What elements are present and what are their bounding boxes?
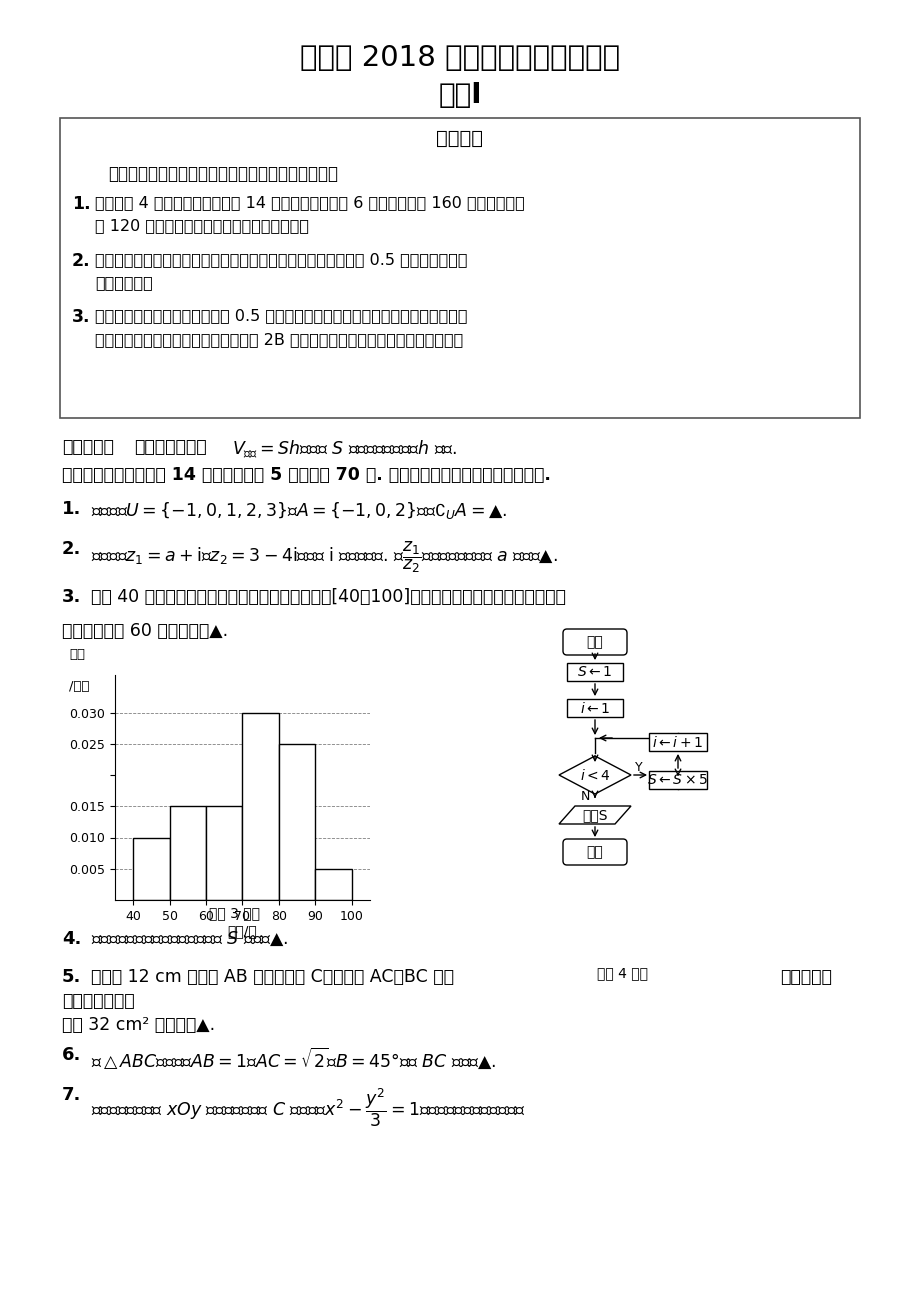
Text: 考生在答题前请认真阅读本注意事项及各题答题要求: 考生在答题前请认真阅读本注意事项及各题答题要求	[108, 165, 337, 184]
Text: 一、填空题：本大题共 14 小题，每小题 5 分，共计 70 分. 请把答案填写在答题卡相应位置上.: 一、填空题：本大题共 14 小题，每小题 5 分，共计 70 分. 请把答案填写…	[62, 466, 550, 484]
Text: 如图是一个算法流程图，则输出的 $S$ 的值为▲.: 如图是一个算法流程图，则输出的 $S$ 的值为▲.	[80, 930, 289, 948]
FancyBboxPatch shape	[566, 663, 622, 681]
Text: Y: Y	[634, 760, 642, 773]
Text: （第 3 题）: （第 3 题）	[210, 906, 260, 921]
Text: 4.: 4.	[62, 930, 81, 948]
FancyBboxPatch shape	[648, 733, 706, 751]
Bar	[133, 837, 169, 900]
Bar	[243, 712, 278, 900]
Text: 输出S: 输出S	[582, 809, 607, 822]
Text: 置作答一律无效。如有作图需要，可用 2B 铅笔作答，并请加黑、加粗，描写清楚。: 置作答一律无效。如有作图需要，可用 2B 铅笔作答，并请加黑、加粗，描写清楚。	[95, 332, 463, 348]
Text: 5.: 5.	[62, 967, 81, 986]
Text: 某班 40 名学生参加普法知识竞赛，成绩都在区间[40，100]上，其频率分布直方图如图所示，: 某班 40 名学生参加普法知识竞赛，成绩都在区间[40，100]上，其频率分布直…	[80, 589, 565, 605]
Text: $i\leftarrow i+1$: $i\leftarrow i+1$	[652, 734, 703, 750]
Text: 3.: 3.	[62, 589, 81, 605]
Text: 边作矩形，: 边作矩形，	[779, 967, 831, 986]
Text: 在平面直角坐标系 $xOy$ 中，已知双曲线 $C$ 与双曲线$x^2-\dfrac{y^2}{3}=1$有公共的渐近线，且经过点: 在平面直角坐标系 $xOy$ 中，已知双曲线 $C$ 与双曲线$x^2-\dfr…	[80, 1086, 526, 1129]
Text: 1.: 1.	[62, 500, 81, 518]
Text: （第 4 题）: （第 4 题）	[596, 966, 648, 980]
Text: $S\leftarrow 1$: $S\leftarrow 1$	[576, 665, 612, 680]
FancyBboxPatch shape	[566, 699, 622, 717]
Text: 已知复数$z_1=a+\mathrm{i}$，$z_2=3-4\mathrm{i}$，其中 i 为虚数单位. 若$\dfrac{z_1}{z_2}$为纯虚数，则: 已知复数$z_1=a+\mathrm{i}$，$z_2=3-4\mathrm{i…	[80, 540, 557, 575]
FancyBboxPatch shape	[562, 629, 627, 655]
Text: 2.: 2.	[62, 540, 81, 559]
Bar	[315, 868, 351, 900]
Text: 在$\triangle ABC$中，已知$AB=1$，$AC=\sqrt{2}$，$B=45°$，则 $BC$ 的长为▲.: 在$\triangle ABC$中，已知$AB=1$，$AC=\sqrt{2}$…	[80, 1046, 496, 1072]
Text: $S\leftarrow S\times 5$: $S\leftarrow S\times 5$	[647, 773, 708, 786]
Text: 注意事项: 注意事项	[436, 129, 483, 147]
Bar	[169, 806, 206, 900]
X-axis label: 成绩/分: 成绩/分	[227, 924, 257, 939]
Text: 在答题卡上。: 在答题卡上。	[95, 275, 153, 290]
Text: 数学I: 数学I	[437, 81, 482, 109]
Text: 则该矩形的面积: 则该矩形的面积	[62, 992, 134, 1010]
Text: 结束: 结束	[586, 845, 603, 859]
Text: 在长为 12 cm 的线段 AB 上任取一点 C，以线段 AC、BC 为邻: 在长为 12 cm 的线段 AB 上任取一点 C，以线段 AC、BC 为邻	[80, 967, 453, 986]
Text: 柱体的体积公式: 柱体的体积公式	[134, 437, 207, 456]
Text: 南通市 2018 届高三第二次调研测试: 南通市 2018 届高三第二次调研测试	[300, 44, 619, 72]
Text: 作答试题必须用书写黑色字迹的 0.5 毫米签字笔写在答题卡上的指定位置，在其它位: 作答试题必须用书写黑色字迹的 0.5 毫米签字笔写在答题卡上的指定位置，在其它位	[95, 309, 467, 323]
Text: $i<4$: $i<4$	[579, 767, 610, 783]
Text: $V_{柱体}=Sh$，其中 $S$ 为柱体的底面积，$h$ 为高.: $V_{柱体}=Sh$，其中 $S$ 为柱体的底面积，$h$ 为高.	[232, 437, 457, 460]
Text: 频率: 频率	[69, 648, 85, 661]
Bar	[278, 743, 315, 900]
Text: /组距: /组距	[69, 680, 89, 693]
Text: 7.: 7.	[62, 1086, 81, 1104]
FancyBboxPatch shape	[562, 838, 627, 865]
Text: N: N	[580, 790, 589, 803]
Text: 为 120 分钟。考试结束后，请将答题卡交回。: 为 120 分钟。考试结束后，请将答题卡交回。	[95, 217, 309, 233]
Text: 答题前，请您务必将自己的姓名、考试证号等用书写黑色字迹的 0.5 毫米签字笔填写: 答题前，请您务必将自己的姓名、考试证号等用书写黑色字迹的 0.5 毫米签字笔填写	[95, 253, 467, 267]
Text: 2.: 2.	[72, 253, 91, 270]
Text: 1.: 1.	[72, 195, 91, 214]
Polygon shape	[559, 806, 630, 824]
Text: 参考公式：: 参考公式：	[62, 437, 114, 456]
Bar	[206, 806, 243, 900]
FancyBboxPatch shape	[648, 771, 706, 789]
Text: 已知集合$U=\{-1,0,1,2,3\}$，$A=\{-1,0,2\}$，则$\complement_U A=$▲.: 已知集合$U=\{-1,0,1,2,3\}$，$A=\{-1,0,2\}$，则$…	[80, 500, 506, 521]
Text: 大于 32 cm² 的概率为▲.: 大于 32 cm² 的概率为▲.	[62, 1016, 215, 1034]
Text: $i\leftarrow 1$: $i\leftarrow 1$	[579, 700, 609, 716]
Text: 本试卷共 4 页，包含填空题（共 14 题）、解答题（共 6 题），满分为 160 分，考试时间: 本试卷共 4 页，包含填空题（共 14 题）、解答题（共 6 题），满分为 16…	[95, 195, 524, 210]
Text: 则成绩不低于 60 分的人数为▲.: 则成绩不低于 60 分的人数为▲.	[62, 622, 228, 641]
Text: 开始: 开始	[586, 635, 603, 648]
Text: 3.: 3.	[72, 309, 90, 326]
Polygon shape	[559, 756, 630, 794]
Text: 6.: 6.	[62, 1046, 81, 1064]
